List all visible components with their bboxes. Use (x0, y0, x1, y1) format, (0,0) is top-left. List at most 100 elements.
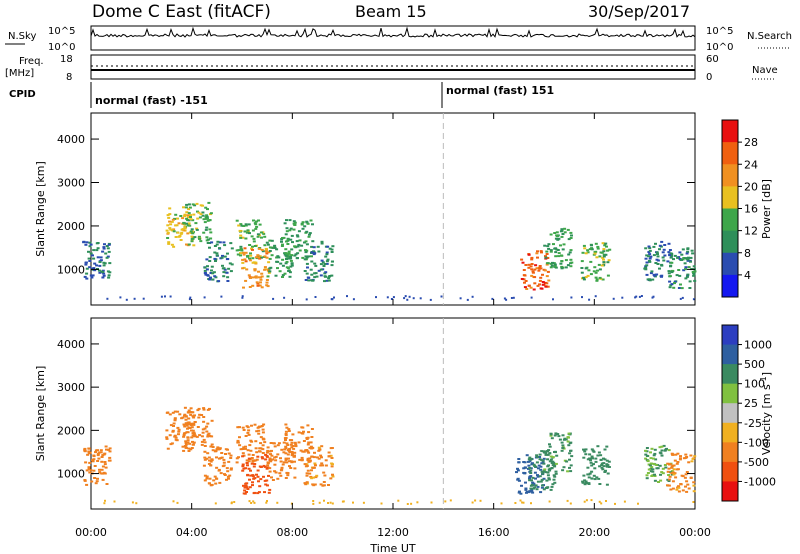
echo-point-6-12 (266, 449, 270, 452)
echo-point-8-23 (313, 451, 316, 454)
echo-point-4-23 (239, 234, 243, 237)
echo-point-12-57 (582, 474, 586, 477)
echo-point-11-25 (606, 261, 610, 264)
echo-point-9-0 (520, 484, 523, 487)
echo-point-1-16 (166, 237, 170, 239)
echo-point-1-42 (180, 231, 184, 234)
echo-point-1-29 (182, 434, 186, 437)
echo-point-2-27 (198, 216, 202, 219)
echo-point-14-42 (666, 484, 669, 487)
echo-point-13-23 (655, 467, 659, 470)
echo-point-0-22 (87, 466, 91, 469)
echo-point-4-50 (260, 236, 263, 239)
echo-point-2-15 (189, 216, 192, 218)
echo-point-13-12 (691, 252, 695, 255)
echo-point-8-44 (305, 481, 309, 484)
echo-point-10-49 (540, 450, 544, 453)
echo-point-8-8 (320, 242, 324, 245)
echo-point-3-28 (229, 467, 233, 470)
echo-point-3-33 (227, 460, 231, 463)
echo-point-11-54 (600, 251, 604, 254)
echo-point-11-52 (566, 470, 570, 473)
echo-points (83, 406, 697, 505)
echo-point-13-44 (680, 253, 684, 256)
echo-point-2-64 (188, 427, 192, 429)
echo-point-5-39 (247, 467, 251, 470)
echo-point-11-16 (595, 278, 599, 281)
echo-point-0-7 (94, 451, 97, 454)
echo-point-12-33 (589, 461, 593, 464)
echo-point-9-44 (538, 456, 542, 458)
echo-point-6-38 (268, 467, 272, 470)
echo-point-8-43 (330, 251, 334, 253)
echo-point-7-66 (306, 222, 310, 225)
echo-point-7-48 (288, 256, 292, 259)
echo-point-9-42 (531, 270, 535, 273)
echo-point-9-17 (536, 485, 540, 488)
echo-point-11-60 (594, 276, 598, 279)
echo-point-13-31 (658, 446, 662, 449)
echo-point-13-62 (669, 284, 673, 287)
echo-point-4-22 (247, 223, 251, 226)
echo-point-12-18 (599, 454, 603, 457)
echo-point-9-54 (539, 491, 543, 494)
echo-point-1-27 (172, 245, 176, 248)
echo-point-12-58 (588, 472, 592, 475)
echo-point-7-51 (285, 426, 289, 429)
echo-point-14-10 (677, 485, 680, 488)
nsky-label: N.Sky (8, 31, 36, 42)
echo-point-10-21 (528, 479, 532, 482)
echo-point-11-68 (546, 450, 550, 452)
echo-point-5-41 (246, 488, 250, 490)
echo-point-9-56 (536, 256, 539, 259)
echo-point-2-22 (183, 414, 186, 417)
echo-point-2-61 (194, 222, 198, 225)
echo-point-3-61 (211, 278, 215, 281)
echo-point-5-61 (245, 491, 248, 493)
echo-point-11-14 (560, 441, 564, 444)
echo-point-8-21 (312, 246, 316, 249)
echo-point-7-38 (307, 460, 311, 463)
echo-point-11-18 (598, 255, 602, 258)
echo-point-12-24 (583, 450, 587, 453)
colorbar-segment-1 (722, 142, 738, 165)
echo-point-14-55 (676, 468, 680, 471)
echo-point-13-68 (649, 462, 653, 465)
echo-point-14-53 (673, 472, 677, 475)
echo-point-9-19 (527, 263, 531, 266)
echo-point-10-31 (568, 251, 572, 254)
ground-point-9 (329, 501, 332, 504)
echo-point-2-5 (202, 407, 206, 410)
echo-point-9-46 (539, 267, 543, 270)
echo-point-13-27 (682, 269, 686, 272)
ground-point-0 (505, 298, 508, 301)
echo-point-8-41 (327, 277, 331, 280)
echo-point-2-67 (200, 443, 204, 446)
echo-point-8-65 (311, 279, 315, 282)
echo-point-12-22 (584, 482, 588, 485)
echo-point-3-43 (222, 275, 226, 278)
echo-point-8-35 (310, 477, 314, 480)
ground-point-40 (312, 502, 315, 505)
echo-point-10-53 (554, 251, 558, 254)
echo-point-1-44 (168, 207, 172, 210)
echo-point-10-52 (529, 472, 533, 474)
echo-point-13-45 (683, 262, 687, 265)
echo-point-7-18 (300, 244, 304, 247)
echo-point-5-13 (257, 480, 260, 483)
echo-point-10-46 (541, 472, 545, 475)
echo-point-4-67 (239, 247, 243, 250)
echo-point-2-48 (191, 203, 195, 206)
echo-point-12-35 (650, 270, 654, 273)
echo-point-12-32 (584, 448, 588, 451)
echo-point-0-28 (107, 274, 111, 277)
echo-point-0-21 (83, 447, 87, 450)
echo-point-1-57 (190, 436, 194, 439)
echo-point-12-13 (593, 467, 597, 470)
echo-point-8-39 (320, 462, 324, 465)
echo-point-1-56 (183, 227, 187, 230)
echo-point-7-24 (307, 235, 311, 238)
echo-point-5-58 (263, 268, 267, 271)
echo-point-6-51 (268, 267, 272, 270)
echo-point-1-67 (171, 429, 175, 432)
